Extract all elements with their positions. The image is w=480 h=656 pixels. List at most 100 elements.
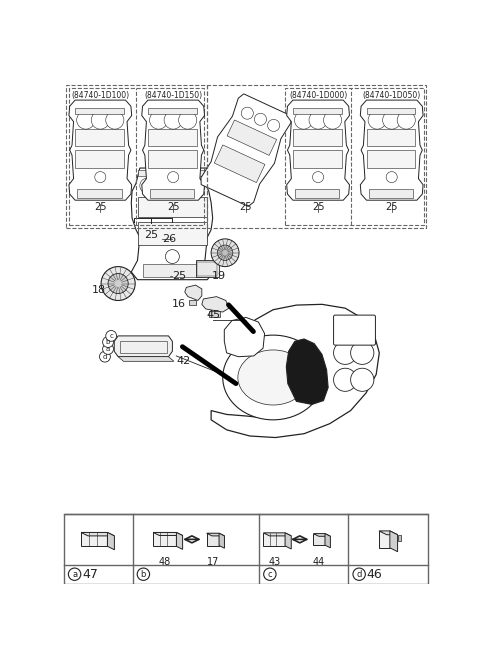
Polygon shape <box>227 120 276 155</box>
Text: 19: 19 <box>212 271 226 281</box>
Circle shape <box>140 178 156 194</box>
Bar <box>148 129 197 146</box>
Text: d: d <box>103 354 107 359</box>
Circle shape <box>166 250 180 264</box>
Text: 25: 25 <box>172 271 187 281</box>
Polygon shape <box>313 533 325 545</box>
Text: 47: 47 <box>82 567 98 581</box>
Circle shape <box>350 368 374 392</box>
Text: 16: 16 <box>171 299 186 310</box>
Bar <box>367 108 415 114</box>
Text: 43: 43 <box>268 557 280 567</box>
Circle shape <box>254 113 266 125</box>
Bar <box>293 129 342 146</box>
Circle shape <box>77 111 95 129</box>
Bar <box>64 514 428 584</box>
Text: (84740-1D150): (84740-1D150) <box>144 91 202 100</box>
Circle shape <box>324 111 342 129</box>
Circle shape <box>165 178 180 194</box>
Polygon shape <box>118 357 174 361</box>
Bar <box>196 260 219 277</box>
Circle shape <box>386 172 397 182</box>
Text: a: a <box>72 569 77 579</box>
Circle shape <box>217 245 233 260</box>
Bar <box>120 341 167 353</box>
Circle shape <box>211 239 239 266</box>
Polygon shape <box>81 533 108 546</box>
Polygon shape <box>69 100 132 200</box>
Bar <box>295 189 339 198</box>
Circle shape <box>91 111 109 129</box>
Circle shape <box>334 368 357 392</box>
Circle shape <box>294 111 312 129</box>
Polygon shape <box>132 168 214 279</box>
Bar <box>397 535 401 541</box>
Text: 25: 25 <box>167 202 180 212</box>
Text: c: c <box>267 569 272 579</box>
Bar <box>75 150 124 168</box>
Text: 25: 25 <box>385 202 398 212</box>
Bar <box>75 129 124 146</box>
Polygon shape <box>379 531 390 548</box>
Polygon shape <box>286 339 328 405</box>
Circle shape <box>368 111 386 129</box>
Polygon shape <box>108 533 114 550</box>
Bar <box>197 262 217 276</box>
Bar <box>77 189 121 198</box>
Bar <box>369 189 413 198</box>
Text: b: b <box>106 339 110 345</box>
Ellipse shape <box>238 350 308 405</box>
Text: b: b <box>141 569 146 579</box>
Text: 26: 26 <box>162 234 177 244</box>
Text: 44: 44 <box>313 557 325 567</box>
Text: a: a <box>106 346 110 352</box>
Text: (84740-1D000): (84740-1D000) <box>289 91 347 100</box>
Circle shape <box>99 352 110 362</box>
Bar <box>150 189 194 198</box>
Bar <box>209 311 220 317</box>
Text: 25: 25 <box>240 202 252 212</box>
Text: 48: 48 <box>159 557 171 567</box>
Text: 18: 18 <box>92 285 106 295</box>
Text: 46: 46 <box>367 567 383 581</box>
Bar <box>189 300 196 305</box>
Polygon shape <box>214 145 265 182</box>
Bar <box>137 197 207 216</box>
Text: 25: 25 <box>94 202 107 212</box>
Bar <box>69 88 204 224</box>
Circle shape <box>268 119 280 131</box>
Bar <box>75 108 124 114</box>
Polygon shape <box>285 533 291 549</box>
FancyBboxPatch shape <box>334 315 375 345</box>
Polygon shape <box>142 100 204 200</box>
Circle shape <box>106 111 124 129</box>
Circle shape <box>383 111 401 129</box>
Bar <box>285 88 424 224</box>
Polygon shape <box>390 531 397 552</box>
Circle shape <box>103 337 113 348</box>
Circle shape <box>190 178 205 194</box>
Circle shape <box>241 107 253 119</box>
Bar <box>367 150 415 168</box>
Circle shape <box>95 172 106 182</box>
Circle shape <box>334 341 357 364</box>
Polygon shape <box>379 531 397 535</box>
Polygon shape <box>360 100 423 200</box>
Polygon shape <box>264 533 285 546</box>
Text: 42: 42 <box>176 356 191 365</box>
Bar <box>148 108 197 114</box>
Circle shape <box>103 344 113 354</box>
Text: d: d <box>357 569 362 579</box>
Polygon shape <box>206 533 219 546</box>
Text: c: c <box>109 333 113 339</box>
Bar <box>148 150 197 168</box>
Circle shape <box>397 111 415 129</box>
Polygon shape <box>177 533 182 549</box>
Circle shape <box>168 172 179 182</box>
Circle shape <box>312 172 324 182</box>
Polygon shape <box>211 304 379 438</box>
Bar <box>367 129 415 146</box>
Polygon shape <box>81 533 114 536</box>
Text: 45: 45 <box>206 310 220 321</box>
Bar <box>293 150 342 168</box>
